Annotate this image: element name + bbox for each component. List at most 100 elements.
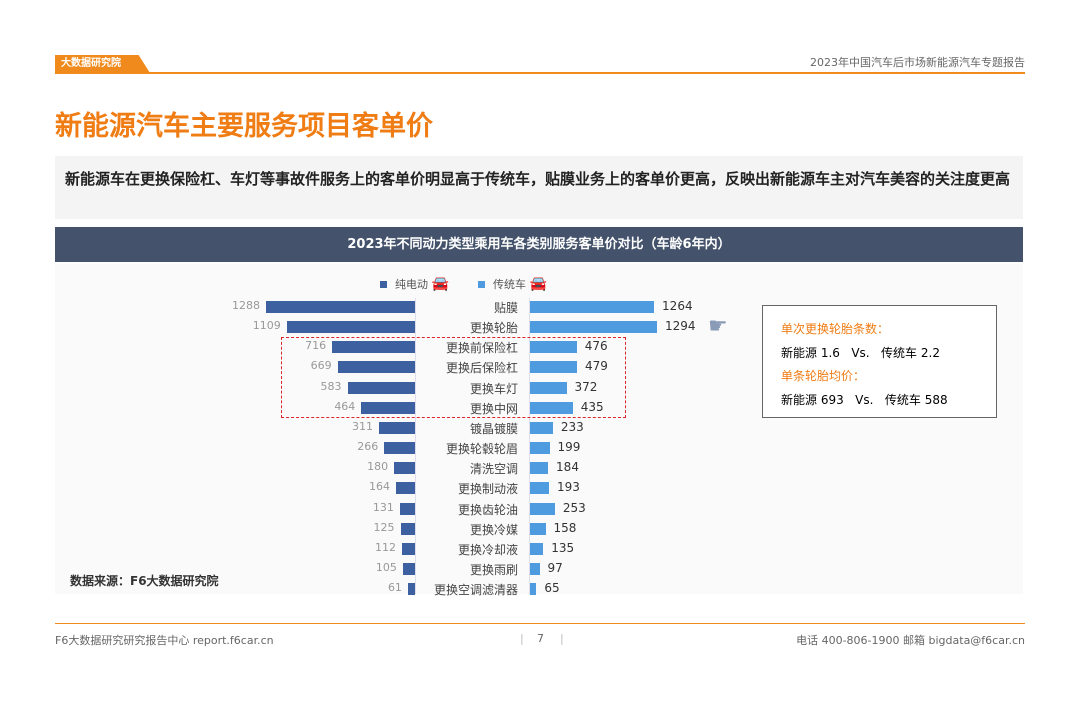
value-ice: 435 — [580, 399, 604, 414]
legend-ice: 传统车 🚘 — [478, 276, 547, 292]
category-label: 更换轮胎 — [469, 321, 518, 336]
info-heading-tire-price: 单条轮胎均价： — [781, 369, 866, 383]
bar-ice — [530, 502, 555, 515]
value-ev: 180 — [367, 460, 389, 474]
legend-swatch-ice — [478, 281, 485, 288]
category-label: 更换前保险杠 — [445, 341, 518, 356]
value-ev: 164 — [369, 480, 391, 494]
value-ev: 311 — [352, 419, 374, 433]
value-ev: 61 — [387, 581, 402, 595]
category-label: 清洗空调 — [469, 462, 518, 477]
category-label: 更换雨刷 — [469, 562, 518, 577]
electric-car-icon: 🚘 — [431, 276, 449, 292]
bar-ice — [530, 482, 549, 495]
category-label: 更换冷却液 — [457, 542, 518, 557]
footer-sep: | — [520, 632, 524, 645]
value-ice: 135 — [551, 540, 575, 555]
page-title: 新能源汽车主要服务项目客单价 — [55, 111, 433, 142]
category-label: 更换后保险杠 — [445, 361, 518, 376]
category-label: 贴膜 — [493, 301, 518, 315]
value-ev: 464 — [334, 399, 356, 413]
bar-ev — [332, 341, 415, 354]
legend-label-ice: 传统车 — [493, 278, 526, 291]
info-heading-tire-count: 单次更换轮胎条数： — [781, 322, 890, 336]
value-ev: 125 — [373, 520, 395, 534]
bar-ice — [530, 321, 657, 334]
pointing-hand-icon: ☛ — [708, 314, 728, 339]
bar-ev — [402, 562, 415, 575]
footer-divider — [55, 623, 1025, 624]
summary-text: 新能源车在更换保险杠、车灯等事故件服务上的客单价明显高于传统车，贴膜业务上的客单… — [55, 156, 1023, 219]
bar-ice — [530, 361, 577, 374]
value-ice: 372 — [574, 379, 598, 394]
legend-swatch-ev — [380, 281, 387, 288]
bar-ice — [530, 583, 537, 596]
info-box: 单次更换轮胎条数： 新能源 1.6 Vs. 传统车 2.2 单条轮胎均价： 新能… — [762, 305, 997, 418]
bar-ice — [530, 442, 550, 455]
header-divider — [55, 72, 1025, 74]
category-label: 更换轮毂轮眉 — [445, 442, 518, 457]
value-ice: 158 — [553, 520, 577, 535]
bar-ev — [407, 583, 415, 596]
bar-ev — [399, 502, 415, 515]
bar-ice — [530, 421, 553, 434]
chart-title: 2023年不同动力类型乘用车各类别服务客单价对比（车龄6年内） — [55, 227, 1023, 262]
value-ice: 233 — [560, 419, 584, 434]
axis-left — [415, 298, 416, 594]
report-title: 2023年中国汽车后市场新能源汽车专题报告 — [810, 56, 1025, 69]
bar-ev — [384, 442, 415, 455]
bar-ice — [530, 401, 573, 414]
value-ice: 97 — [547, 560, 563, 575]
category-label: 更换冷媒 — [469, 522, 518, 537]
value-ice: 253 — [562, 500, 586, 515]
bar-ev — [402, 542, 415, 555]
legend-ev: 纯电动 🚘 — [380, 276, 449, 292]
category-label: 更换车灯 — [469, 381, 518, 396]
footer-left: F6大数据研究研究报告中心 report.f6car.cn — [55, 634, 274, 647]
value-ice: 65 — [544, 581, 560, 596]
value-ice: 476 — [584, 339, 608, 354]
bar-ice — [530, 381, 567, 394]
bar-ev — [286, 321, 415, 334]
bar-ev — [394, 462, 415, 475]
value-ice: 193 — [556, 480, 580, 495]
value-ice: 199 — [557, 440, 581, 455]
bar-ev — [266, 301, 415, 313]
bar-ev — [361, 401, 415, 414]
bar-ev — [379, 421, 415, 434]
category-label: 镀晶镀膜 — [469, 421, 518, 436]
value-ev: 266 — [357, 440, 379, 454]
value-ev: 669 — [310, 359, 332, 373]
value-ev: 131 — [372, 500, 394, 514]
category-label: 更换齿轮油 — [457, 502, 518, 517]
car-icon: 🚘 — [529, 276, 547, 292]
logo: 大数据研究院 — [55, 55, 150, 73]
info-tire-count: 新能源 1.6 Vs. 传统车 2.2 — [781, 345, 940, 360]
value-ev: 583 — [320, 379, 342, 393]
bar-ev — [347, 381, 415, 394]
legend-label-ev: 纯电动 — [395, 278, 428, 291]
bar-ev — [400, 522, 415, 535]
bar-ev — [396, 482, 415, 495]
value-ice: 1264 — [662, 299, 693, 313]
value-ev: 105 — [375, 560, 397, 574]
bar-ice — [530, 462, 549, 475]
value-ev: 1109 — [252, 319, 281, 333]
highlight-box — [281, 337, 626, 418]
category-label: 更换空调滤清器 — [433, 583, 518, 598]
footer-right: 电话 400-806-1900 邮箱 bigdata@f6car.cn — [796, 634, 1025, 647]
value-ev: 112 — [375, 540, 397, 554]
category-label: 更换中网 — [469, 401, 518, 416]
category-label: 更换制动液 — [457, 482, 518, 497]
value-ev: 1288 — [232, 299, 260, 312]
bar-ice — [530, 341, 577, 354]
value-ice: 1294 — [665, 319, 696, 334]
value-ev: 716 — [305, 339, 327, 353]
page-number: 7 — [537, 632, 544, 645]
footer-sep: | — [560, 632, 564, 645]
bar-ice — [530, 542, 544, 555]
bar-ice — [530, 562, 540, 575]
bar-ev — [337, 361, 415, 374]
axis-right — [529, 298, 530, 594]
info-tire-price: 新能源 693 Vs. 传统车 588 — [781, 392, 948, 407]
